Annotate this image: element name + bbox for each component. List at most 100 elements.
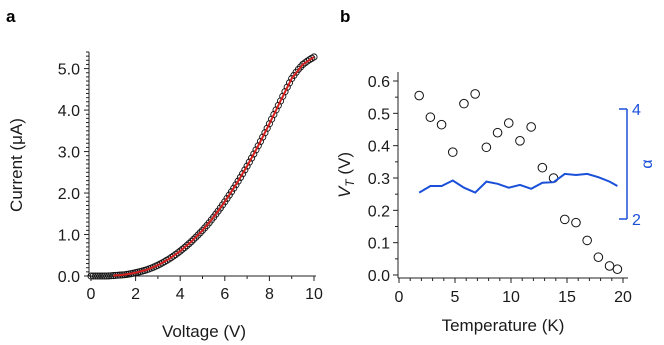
panel-a-data-point: [263, 124, 271, 132]
panel-a-data-point: [174, 249, 182, 257]
panel-b-y-axis-label: VT (V): [335, 152, 357, 198]
panel-a-data-point: [259, 133, 267, 141]
panel-a-data-point: [283, 83, 291, 91]
panel-a-data-point: [196, 229, 204, 237]
panel-a-data-point: [91, 272, 100, 280]
panel-b-vt-point: [582, 235, 592, 246]
panel-a-data-point: [236, 173, 244, 181]
panel-a-data-point: [96, 272, 104, 280]
panel-b-vt-point: [459, 98, 469, 109]
panel-b-x-tick-label: 20: [614, 289, 632, 306]
panel-a-data-point: [297, 63, 305, 71]
panel-a-data-point: [265, 120, 273, 128]
panel-a-x-axis-label: Voltage (V): [162, 322, 246, 341]
panel-a-x-tick-label: 10: [305, 286, 323, 303]
panel-a-data-point: [194, 231, 202, 239]
panel-b-y-tick-label: 0.3: [368, 171, 390, 188]
panel-a-data-point: [252, 146, 260, 154]
panel-a-data-point: [279, 92, 287, 100]
panel-b-y-tick-label: 0.0: [368, 268, 390, 285]
panel-a-y-tick-label: 5.0: [58, 62, 80, 79]
panel-b-vt-point: [503, 118, 514, 128]
panel-b-y-tick-label: 0.4: [368, 139, 390, 156]
panel-b-vt-point: [612, 264, 623, 274]
panel-a-data-point: [94, 272, 102, 280]
panel-a-data-point: [285, 79, 294, 87]
panel-b-x-tick-label: 0: [395, 289, 404, 306]
panel-a-data-point: [183, 242, 191, 250]
panel-b-x-tick-label: 15: [558, 289, 576, 306]
panel-a-data-point: [105, 272, 113, 280]
panel-a-data-point: [276, 97, 285, 105]
panel-a-x-tick-label: 0: [87, 286, 96, 303]
panel-a-data-point: [230, 184, 238, 192]
panel-a-x-tick-label: 8: [265, 286, 274, 303]
panel-a-data-point: [187, 238, 195, 246]
panel-a-data-point: [234, 177, 242, 185]
panel-a-data-point: [272, 106, 280, 114]
panel-a-data-point: [98, 272, 106, 280]
panel-a-data-point: [190, 235, 198, 243]
panel-a-x-tick-label: 4: [176, 286, 185, 303]
panel-b-y-tick-label: 0.2: [368, 203, 390, 220]
panel-a-data-point: [178, 245, 186, 253]
panel-a-x-tick-label: 2: [131, 286, 140, 303]
panel-b-vt-point: [481, 142, 492, 153]
panel-label-a: a: [6, 7, 16, 26]
panel-b-alpha-line: [418, 172, 618, 194]
panel-a-data-point: [181, 243, 189, 252]
panel-a-data-point: [232, 181, 240, 189]
panel-a-data-point: [89, 272, 97, 280]
panel-a-data-point: [254, 142, 262, 150]
plot-panel-b: 0 5 10 15 20 0.0 0.1 0.2 0.3 0.4 0.5 0.6 2 4 Tempera…: [335, 72, 656, 335]
panel-a-data-point: [198, 226, 207, 234]
panel-a-data-point: [176, 247, 184, 255]
panel-b-vt-point: [470, 89, 480, 99]
panel-a-data-point: [256, 137, 265, 145]
panel-a-y-tick-label: 2.0: [58, 186, 80, 203]
panel-a-data-point: [268, 115, 276, 123]
panel-b-vt-point: [526, 122, 536, 132]
panel-b-y-tick-label: 0.1: [368, 236, 390, 253]
panel-a-y-axis-label: Current (μA): [7, 118, 26, 212]
panel-label-b: b: [340, 7, 350, 26]
panel-a-data-point: [299, 60, 307, 68]
panel-b-y-tick-label: 0.6: [368, 74, 390, 91]
panel-b-vt-point: [571, 217, 581, 228]
panel-a-data-point: [201, 224, 209, 232]
panel-a-data-point: [241, 166, 249, 174]
panel-b-vt-point: [492, 127, 503, 138]
panel-b-x-tick-label: 5: [451, 289, 460, 306]
panel-a-data-point: [185, 240, 193, 248]
panel-a-data-point: [100, 272, 108, 280]
panel-b-vt-point: [515, 136, 525, 146]
panel-a-data-point: [103, 272, 111, 280]
panel-b-right-tick-label: 4: [632, 102, 641, 119]
panel-a-data-point: [270, 110, 278, 119]
panel-b-x-tick-label: 10: [502, 289, 520, 306]
panel-a-data-point: [243, 162, 251, 170]
panel-a-data-point: [227, 188, 236, 196]
panel-a-x-tick-label: 6: [220, 286, 229, 303]
panel-a-data-point: [250, 150, 258, 158]
panel-a-y-tick-label: 0.0: [58, 269, 80, 286]
panel-a-y-tick-label: 1.0: [58, 228, 80, 245]
panel-a-data-point: [248, 154, 256, 162]
panel-a-y-tick-label: 3.0: [58, 145, 80, 162]
panel-b-y-tick-label: 0.5: [368, 106, 390, 123]
panel-b-vt-point: [425, 112, 436, 123]
panel-a-data-point: [274, 101, 282, 109]
plot-panel-a: 0 2 4 6 8 10 0.0 1.0 2.0 3.0 4.0 5.0 Voltage (V) Cu…: [7, 51, 323, 341]
panel-b-x-axis-label: Temperature (K): [442, 316, 565, 335]
panel-a-data-point: [239, 170, 247, 178]
panel-a-data-point: [261, 129, 269, 137]
panel-b-vt-point: [414, 90, 424, 101]
panel-b-vt-point: [559, 214, 570, 225]
panel-a-data-point: [192, 233, 200, 241]
panel-a-data-point: [310, 53, 318, 61]
panel-a-data-point: [294, 65, 302, 73]
panel-a-data-point: [245, 158, 253, 166]
panel-b-vt-point: [604, 261, 615, 271]
panel-b-right-axis-label: α: [639, 159, 656, 168]
